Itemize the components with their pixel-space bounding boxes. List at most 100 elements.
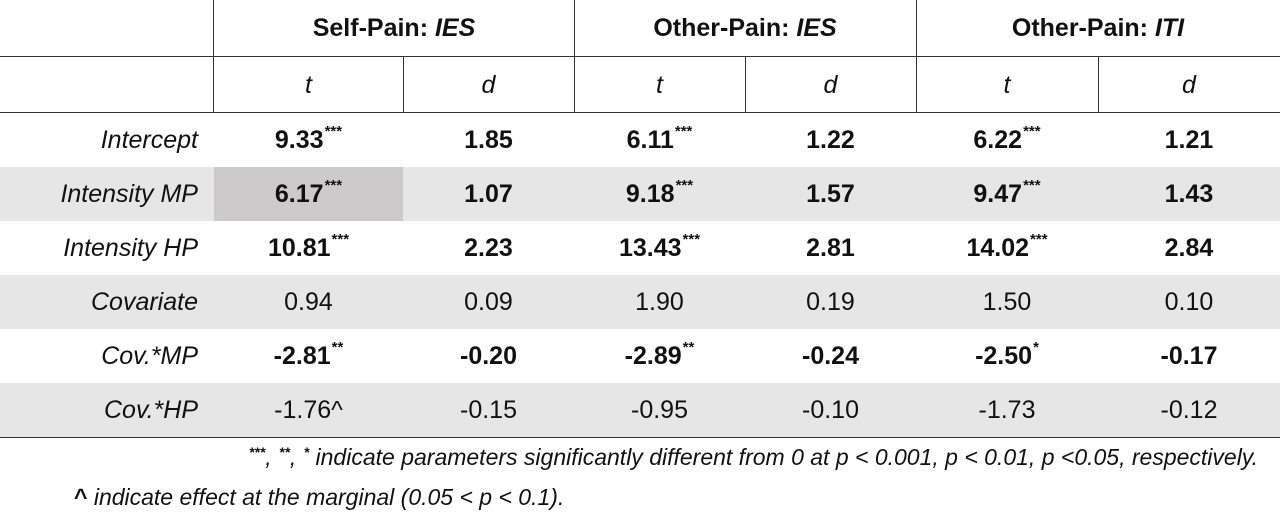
table-cell: 9.47 ***	[916, 167, 1098, 221]
cell-value: 6.17	[274, 179, 324, 208]
cell-value: -2.81	[273, 341, 331, 370]
table-cell: 1.85	[464, 125, 513, 154]
rule-vertical-sub-1	[403, 57, 404, 113]
table-cell: -0.12	[1098, 383, 1280, 438]
rule-subheader-bottom	[0, 112, 1280, 113]
table-cell: -2.89 **	[574, 329, 745, 383]
significance-mark: ***	[331, 230, 350, 248]
table-cell: 0.94	[214, 275, 403, 329]
group-header-self-pain-ies: Self-Pain: IES	[214, 0, 574, 57]
subheader-t: t	[656, 70, 663, 99]
table-cell: -0.95	[574, 383, 745, 438]
row-label-cov-hp: Cov.*HP	[0, 383, 214, 438]
table-cell: 1.50	[916, 275, 1098, 329]
cell-value: 13.43	[618, 233, 682, 262]
subheader-d: d	[823, 70, 838, 99]
footnote-significance-text: indicate parameters significantly differ…	[309, 444, 1258, 470]
table-cell: -2.81 **	[214, 329, 403, 383]
footnote-marginal-text: indicate effect at the marginal (0.05 < …	[87, 484, 565, 510]
marginal-mark: ^	[74, 484, 88, 510]
rule-header-bottom	[0, 56, 1280, 57]
table-cell: 0.09	[403, 275, 574, 329]
group-header-measure: IES	[796, 14, 837, 42]
significance-mark: ***	[1023, 176, 1041, 194]
rule-vertical-sub-3	[1098, 57, 1099, 113]
table-cell: 1.22	[806, 125, 855, 154]
significance-mark: ***	[324, 176, 343, 194]
row-label-intensity-mp: Intensity MP	[0, 167, 214, 221]
group-header-measure: IES	[434, 14, 476, 42]
table-cell: 9.18 ***	[574, 167, 745, 221]
table-cell: -2.50 *	[916, 329, 1098, 383]
row-label-covariate: Covariate	[0, 275, 214, 329]
table-cell: 1.07	[403, 167, 574, 221]
cell-value: 6.11	[626, 125, 674, 154]
sig-separator: ,	[265, 444, 278, 470]
cell-value: 6.22	[973, 125, 1023, 154]
corner-cell	[0, 57, 214, 113]
table-cell: 13.43 ***	[574, 221, 745, 275]
significance-mark: ***	[674, 122, 693, 140]
rule-vertical-group-2	[574, 0, 575, 113]
footnote-marginal: ^ indicate effect at the marginal (0.05 …	[74, 484, 564, 511]
cell-value: 9.33	[274, 125, 324, 154]
sig-mark: **	[279, 444, 290, 460]
table-cell: 0.19	[745, 275, 916, 329]
group-header-prefix: Self-Pain:	[312, 14, 429, 42]
significance-mark: ***	[682, 230, 701, 248]
table-cell: -0.15	[403, 383, 574, 438]
table-cell: -0.17	[1160, 341, 1218, 370]
table-cell: -1.73	[916, 383, 1098, 438]
corner-cell	[0, 0, 214, 57]
group-header-measure: ITI	[1154, 14, 1185, 42]
table-cell: -1.76^	[214, 383, 403, 438]
table-cell: 2.81	[806, 233, 855, 262]
group-header-other-pain-iti: Other-Pain: ITI	[916, 0, 1280, 57]
table-cell: -0.20	[460, 341, 517, 370]
table-cell: 0.10	[1098, 275, 1280, 329]
significance-mark: **	[331, 338, 344, 356]
cell-value: -2.50	[975, 341, 1033, 370]
results-table: Self-Pain: IES Other-Pain: IES Other-Pai…	[0, 0, 1280, 438]
significance-mark: *	[1033, 338, 1039, 356]
sig-mark: ***	[248, 444, 266, 460]
cell-value: 10.81	[267, 233, 331, 262]
table-cell: 14.02 ***	[916, 221, 1098, 275]
cell-value: -2.89	[624, 341, 682, 370]
rule-vertical-sub-2	[745, 57, 746, 113]
table-cell: 1.43	[1098, 167, 1280, 221]
sig-mark: *	[303, 444, 310, 460]
table-cell-selected[interactable]: 6.17 ***	[214, 167, 403, 221]
table-cell: 2.23	[464, 233, 513, 262]
table-cell: -0.24	[802, 341, 859, 370]
subheader-d: d	[481, 70, 496, 99]
table-cell: 1.90	[574, 275, 745, 329]
subheader-t: t	[305, 70, 312, 99]
significance-mark: ***	[1023, 122, 1041, 140]
significance-mark: ***	[1030, 230, 1048, 248]
cell-value: 9.47	[973, 179, 1023, 208]
group-header-prefix: Other-Pain:	[653, 14, 790, 42]
group-header-other-pain-ies: Other-Pain: IES	[574, 0, 916, 57]
subheader-t: t	[1003, 70, 1011, 99]
row-label-intensity-hp: Intensity HP	[63, 233, 198, 262]
sig-separator: ,	[289, 444, 303, 470]
table-cell: 1.57	[745, 167, 916, 221]
row-label-cov-mp: Cov.*MP	[101, 341, 198, 370]
rule-table-bottom	[0, 437, 1280, 438]
table-cell: 1.21	[1164, 125, 1214, 154]
table-cell: 10.81 ***	[214, 221, 403, 275]
footnote-significance: ***, **, * indicate parameters significa…	[248, 444, 1258, 471]
table-cell: 2.84	[1164, 233, 1214, 262]
subheader-d: d	[1182, 70, 1196, 99]
group-header-prefix: Other-Pain:	[1011, 14, 1148, 42]
cell-value: 9.18	[625, 179, 675, 208]
cell-value: 14.02	[966, 233, 1030, 262]
table-cell: 9.33 ***	[214, 113, 403, 167]
rule-vertical-group-3	[916, 0, 917, 113]
significance-mark: ***	[324, 122, 343, 140]
significance-mark: ***	[675, 176, 694, 194]
table-cell: 6.11 ***	[574, 113, 745, 167]
significance-mark: **	[682, 338, 695, 356]
table-cell: -0.10	[745, 383, 916, 438]
